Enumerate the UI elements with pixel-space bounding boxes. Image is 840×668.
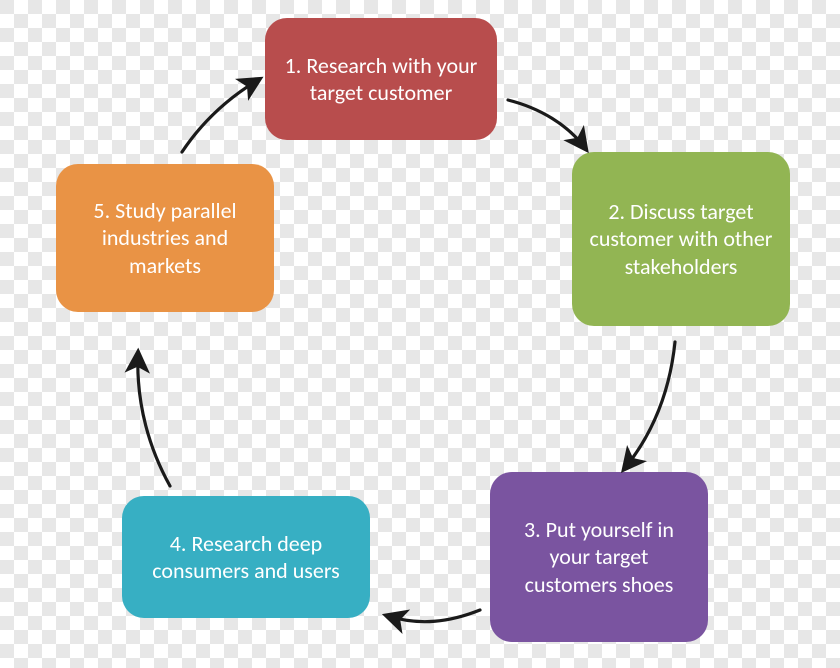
- diagram-canvas: 1. Research with your target customer 2. …: [0, 0, 840, 668]
- flowchart-node-n5: 5. Study parallel industries and markets: [56, 164, 274, 312]
- node-label: 1. Research with your target customer: [277, 52, 485, 107]
- node-label: 3. Put yourself in your target customers…: [502, 516, 696, 599]
- flowchart-node-n4: 4. Research deep consumers and users: [122, 496, 370, 618]
- node-label: 2. Discuss target customer with other st…: [584, 198, 778, 281]
- flowchart-node-n1: 1. Research with your target customer: [265, 18, 497, 140]
- nodes-layer: 1. Research with your target customer 2. …: [0, 0, 840, 668]
- flowchart-node-n2: 2. Discuss target customer with other st…: [572, 152, 790, 326]
- flowchart-node-n3: 3. Put yourself in your target customers…: [490, 472, 708, 642]
- node-label: 4. Research deep consumers and users: [134, 530, 358, 585]
- node-label: 5. Study parallel industries and markets: [68, 197, 262, 280]
